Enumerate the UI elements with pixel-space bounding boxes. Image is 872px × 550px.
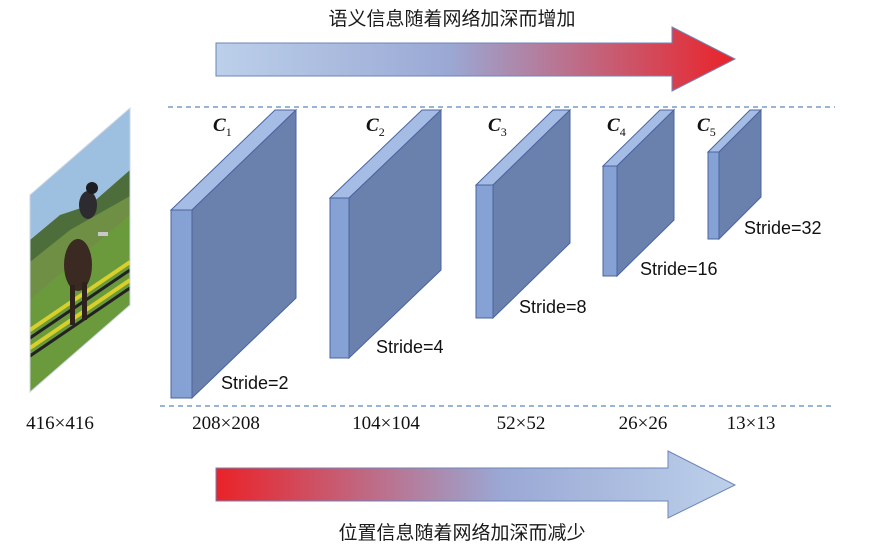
- stride-label-c5: Stride=32: [744, 218, 822, 238]
- stage-label-c2: C2: [366, 115, 385, 139]
- size-label-c1: 208×208: [192, 413, 260, 434]
- position-info-arrow: [215, 450, 737, 519]
- stage-label-c3: C3: [488, 115, 507, 139]
- size-label-c2: 104×104: [352, 413, 420, 434]
- semantic-info-caption: 语义信息随着网络加深而增加: [328, 8, 575, 30]
- semantic-info-arrow: [215, 26, 737, 92]
- stride-label-c3: Stride=8: [519, 297, 587, 317]
- position-info-caption: 位置信息随着网络加深而减少: [338, 522, 585, 544]
- feature-map-c2: [328, 108, 443, 360]
- size-label-c5: 13×13: [727, 413, 776, 434]
- size-label-c3: 52×52: [497, 413, 546, 434]
- feature-map-c5: [706, 108, 763, 241]
- size-label-c4: 26×26: [619, 413, 668, 434]
- feature-map-c3: [474, 108, 572, 320]
- stride-label-c1: Stride=2: [221, 373, 289, 393]
- stride-label-c2: Stride=4: [376, 337, 444, 357]
- stage-label-c5: C5: [697, 115, 716, 139]
- feature-map-c1: [169, 108, 298, 400]
- input-size-label: 416×416: [26, 413, 94, 434]
- stage-label-c1: C1: [213, 115, 232, 139]
- input-image: [30, 108, 130, 392]
- stage-label-c4: C4: [607, 115, 626, 139]
- stride-label-c4: Stride=16: [640, 259, 718, 279]
- input-image-frame: [29, 106, 131, 394]
- feature-map-c4: [601, 108, 676, 278]
